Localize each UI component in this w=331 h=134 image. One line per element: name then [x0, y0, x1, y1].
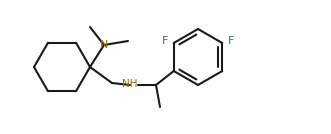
Text: NH: NH — [122, 79, 138, 89]
Text: F: F — [162, 36, 168, 46]
Text: N: N — [100, 40, 108, 50]
Text: F: F — [228, 36, 235, 46]
